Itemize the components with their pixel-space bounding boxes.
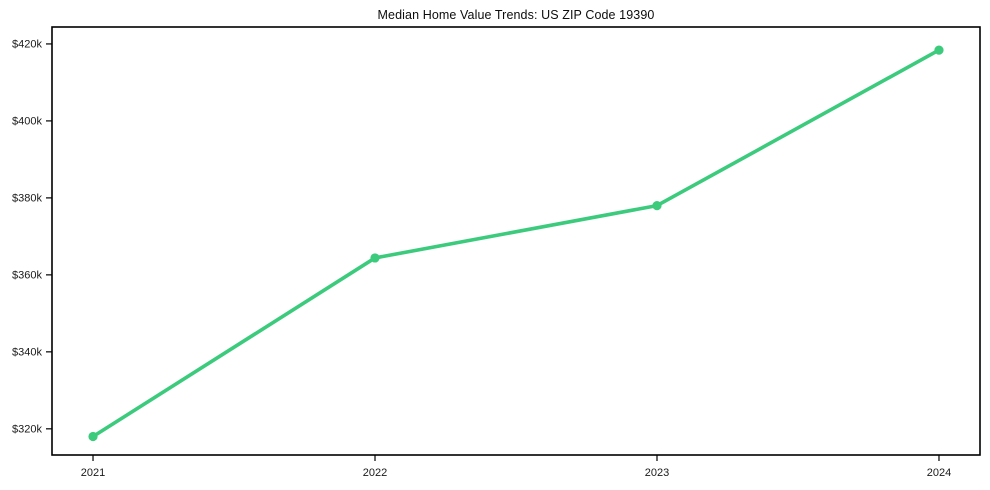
data-point-2023 — [652, 200, 662, 211]
y-tick-label: $420k — [12, 38, 42, 50]
x-tick-label: 2023 — [645, 467, 669, 479]
x-tick-label: 2021 — [81, 467, 105, 479]
y-tick-label: $360k — [12, 269, 42, 281]
data-point-2022 — [370, 253, 380, 263]
plot-frame — [51, 26, 981, 456]
data-point-2024 — [934, 45, 944, 55]
trend-line — [91, 48, 941, 439]
y-tick-label: $380k — [12, 192, 42, 204]
x-tick-label: 2024 — [927, 467, 951, 479]
chart-title: Median Home Value Trends: US ZIP Code 19… — [377, 8, 655, 22]
y-tick-label: $400k — [12, 115, 42, 127]
y-tick-label: $340k — [12, 346, 42, 358]
y-tick-label: $320k — [12, 423, 42, 435]
data-point-2021 — [88, 431, 98, 442]
x-tick-label: 2022 — [363, 467, 387, 479]
